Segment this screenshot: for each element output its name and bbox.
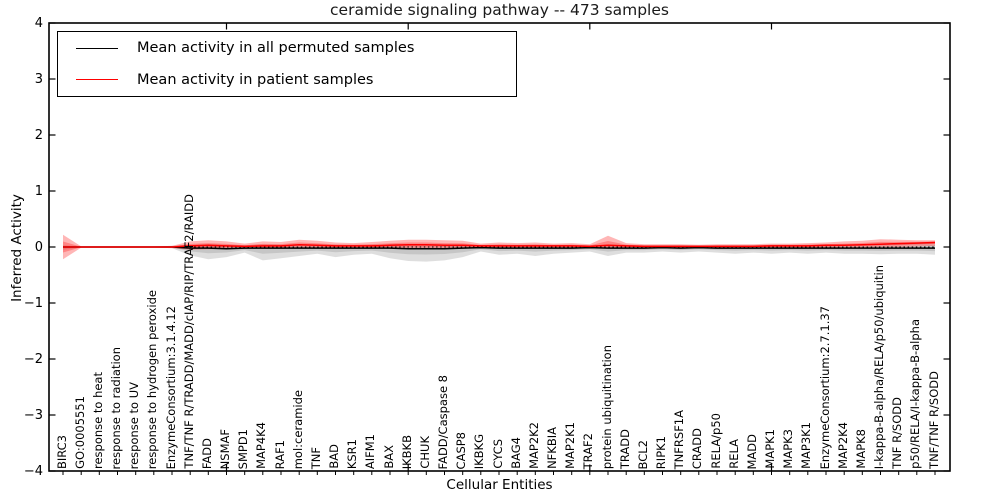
permuted-line-swatch xyxy=(76,47,118,49)
y-tick-label: −3 xyxy=(23,407,43,423)
y-tick-label: 4 xyxy=(34,15,43,31)
x-tick-label: IKBKG xyxy=(472,433,487,469)
x-tick-label: NFKBIA xyxy=(545,427,559,469)
x-tick-label: MAPK3 xyxy=(781,429,796,469)
x-tick-label: response to hydrogen peroxide xyxy=(145,289,160,469)
x-tick-label: SMPD1 xyxy=(236,428,251,469)
x-tick-label: RELA xyxy=(726,439,741,469)
x-tick-label: MAP2K1 xyxy=(563,422,578,469)
x-tick-label: FADD xyxy=(199,437,214,469)
legend-item-patient: Mean activity in patient samples xyxy=(58,65,516,95)
legend-item-permuted: Mean activity in all permuted samples xyxy=(58,33,516,63)
x-tick-label: BAD xyxy=(327,444,341,469)
patient-line-swatch xyxy=(76,79,118,81)
x-tick-label: CYCS xyxy=(490,439,505,469)
x-tick-label: mol:ceramide xyxy=(290,389,305,469)
y-tick-label: 1 xyxy=(34,183,43,199)
x-tick-label: GO:0005551 xyxy=(72,396,87,469)
x-tick-label: p50/RELA/I-kappa-B-alpha xyxy=(908,319,923,469)
x-tick-label: TNF R/SODD xyxy=(890,397,905,469)
x-tick-label: EnzymeConsortium:3.1.4.12 xyxy=(163,305,178,469)
x-tick-label: MAP3K1 xyxy=(799,422,814,469)
x-tick-label: IKBKB xyxy=(399,434,414,469)
x-tick-label: response to UV xyxy=(127,381,142,469)
x-tick-label: RELA/p50 xyxy=(708,413,723,469)
x-tick-label: BAG4 xyxy=(508,437,523,469)
x-tick-label: NSMAF xyxy=(218,428,232,469)
x-tick-label: TNF/TNF R/SODD xyxy=(926,371,941,469)
x-tick-label: CRADD xyxy=(690,427,705,469)
x-tick-label: MAP4K4 xyxy=(254,422,269,469)
x-tick-label: RAF1 xyxy=(272,439,287,469)
x-tick-label: TNF xyxy=(308,446,323,469)
x-tick-label: MAPK8 xyxy=(853,429,868,469)
legend-label-permuted: Mean activity in all permuted samples xyxy=(137,40,415,57)
x-tick-label: CASP8 xyxy=(454,431,469,469)
x-tick-label: I-kappa-B-alpha/RELA/p50/ubiquitin xyxy=(872,264,886,469)
x-tick-label: BAX xyxy=(381,445,396,469)
x-tick-label: MAP2K2 xyxy=(526,422,541,469)
y-tick-label: −1 xyxy=(23,295,43,311)
x-tick-label: RIPK1 xyxy=(654,435,668,469)
x-tick-label: BIRC3 xyxy=(54,434,69,469)
legend-label-patient: Mean activity in patient samples xyxy=(137,71,374,88)
x-tick-label: CHUK xyxy=(417,436,432,469)
x-tick-label: MAPK1 xyxy=(763,429,777,469)
y-tick-label: 0 xyxy=(34,239,43,255)
x-tick-label: EnzymeConsortium:2.7.1.37 xyxy=(817,305,832,469)
x-tick-label: response to radiation xyxy=(109,346,123,469)
x-tick-label: TRAF2 xyxy=(581,432,596,469)
x-axis-label: Cellular Entities xyxy=(446,477,553,493)
x-tick-label: TNF/TNF R/TRADD/MADD/cIAP/RIP/TRAF2/RAID… xyxy=(181,194,196,469)
y-tick-label: −4 xyxy=(23,463,43,479)
chart-title: ceramide signaling pathway -- 473 sample… xyxy=(330,1,669,19)
x-tick-label: MAP2K4 xyxy=(835,422,850,469)
x-tick-label: response to heat xyxy=(90,371,105,469)
x-tick-label: KSR1 xyxy=(345,438,360,469)
x-tick-label: TRADD xyxy=(617,428,632,469)
x-tick-label: TNFRSF1A xyxy=(672,409,687,469)
y-tick-label: −2 xyxy=(23,351,43,367)
x-tick-label: AIFM1 xyxy=(363,433,378,469)
y-tick-label: 3 xyxy=(34,71,43,87)
x-tick-label: protein ubiquitination xyxy=(599,344,614,469)
legend: Mean activity in all permuted samples Me… xyxy=(57,31,517,97)
y-tick-label: 2 xyxy=(34,127,43,143)
x-tick-label: BCL2 xyxy=(635,439,650,469)
x-tick-label: MADD xyxy=(744,433,759,470)
x-tick-label: FADD/Caspase 8 xyxy=(436,374,450,469)
